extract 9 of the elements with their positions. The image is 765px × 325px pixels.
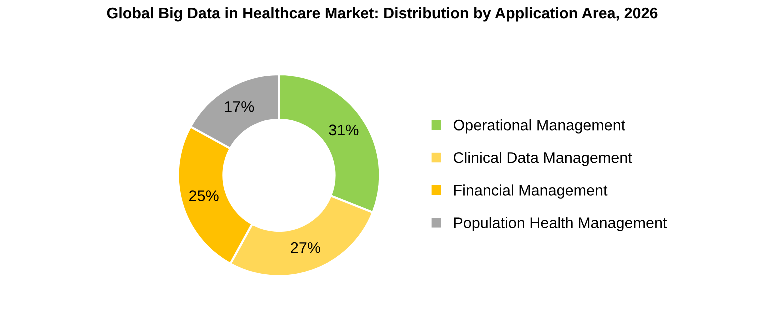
- legend-label: Financial Management: [454, 184, 608, 199]
- legend-label: Operational Management: [454, 120, 626, 134]
- data-label: 17%: [225, 101, 254, 112]
- legend-label: Clinical Data Management: [454, 152, 632, 166]
- data-label: 31%: [329, 124, 359, 136]
- data-label: 27%: [291, 242, 320, 254]
- chart-title: Global Big Data in Healthcare Market: Distribution by Application Area, 2026: [107, 7, 658, 22]
- data-label: 25%: [190, 190, 219, 202]
- legend-label: Population Health Management: [454, 217, 668, 232]
